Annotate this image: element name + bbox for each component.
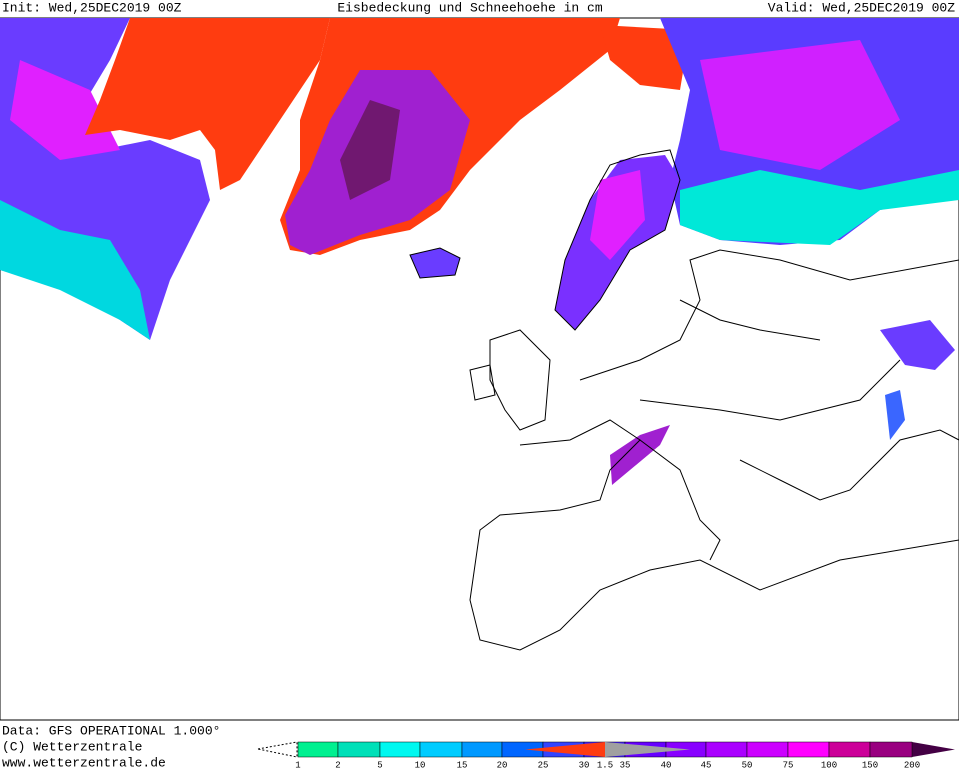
snow-area [880,320,955,370]
ice-area [600,25,690,90]
legend-label: 2 [335,760,340,770]
ice-area [85,18,330,190]
ice-swatch [605,742,690,757]
snow-area [10,60,120,160]
snow-area [680,170,959,245]
init-label: Init: Wed,25DEC2019 00Z [2,0,182,15]
snow-area [885,390,905,440]
legend-label: 1 [295,760,300,770]
snow-area [610,425,670,485]
legend-label: 40 [661,760,672,770]
legend-swatch [869,741,913,758]
legend: 1 2 5 10 15 20 25 30 1.5 35 40 45 50 75 100 150 200 [257,741,955,770]
ice-swatch [525,742,605,757]
legend-label: 15 [457,760,468,770]
legend-label: 25 [538,760,549,770]
snow-area [340,100,400,200]
legend-end [912,742,955,757]
coastline [554,149,681,331]
legend-swatch [297,741,339,758]
snow-area [409,247,461,279]
coastline [489,329,551,431]
legend-swatch [787,741,830,758]
legend-label: 200 [904,760,920,770]
snow-area [700,40,900,170]
map [0,17,959,721]
data-source: Data: GFS OPERATIONAL 1.000° [2,723,220,738]
legend-label: 5 [377,760,382,770]
legend-label: 75 [783,760,794,770]
legend-swatch [461,741,503,758]
coastline [639,429,959,561]
legend-label: 45 [701,760,712,770]
snow-area [0,200,150,340]
legend-swatch [705,741,748,758]
valid-label: Valid: Wed,25DEC2019 00Z [768,0,955,15]
url: www.wetterzentrale.de [2,755,166,770]
legend-label: 20 [497,760,508,770]
border [639,299,901,421]
legend-label: 150 [862,760,878,770]
legend-start [257,741,298,758]
legend-swatch [828,741,871,758]
legend-label: 100 [821,760,837,770]
legend-swatch [419,741,463,758]
legend-swatch [746,741,789,758]
legend-label: 1.5 [597,760,613,770]
legend-swatch [379,741,421,758]
legend-label: 10 [415,760,426,770]
legend-label: 50 [742,760,753,770]
map-title: Eisbedeckung und Schneehoehe in cm [337,0,602,15]
snow-area [590,170,645,260]
legend-label: 30 [579,760,590,770]
legend-swatch [337,741,381,758]
legend-label: 35 [620,760,631,770]
coastline [469,364,496,401]
copyright: (C) Wetterzentrale [2,739,142,754]
